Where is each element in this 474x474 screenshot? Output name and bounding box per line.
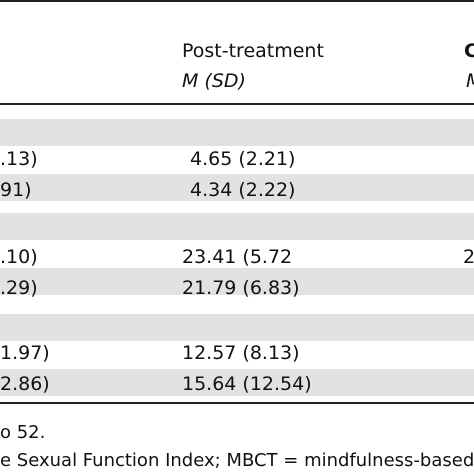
table-cell-left-fragment: .13) — [0, 148, 38, 170]
table-cell-right-fragment: 2 — [463, 246, 474, 268]
row-band — [0, 119, 474, 146]
row-band — [0, 268, 474, 295]
table-cell-post-treatment: 23.41 (5.72 — [182, 246, 293, 268]
table-cell-post-treatment: 4.65 (2.21) — [190, 148, 296, 170]
table-bottom-rule — [0, 402, 474, 404]
table-cell-post-treatment: 21.79 (6.83) — [182, 277, 300, 299]
table-cell-left-fragment: .10) — [0, 246, 38, 268]
row-band — [0, 213, 474, 240]
column-header-post-treatment: Post-treatment — [182, 40, 324, 62]
table-cell-left-fragment: 91) — [0, 179, 32, 201]
table-cell-left-fragment: .29) — [0, 277, 38, 299]
table-top-rule — [0, 0, 474, 2]
header-bottom-rule — [0, 103, 474, 105]
column-stat-partial-next: M — [466, 70, 474, 92]
table-cell-left-fragment: 1.97) — [0, 342, 50, 364]
table-cell-post-treatment: 15.64 (12.54) — [182, 373, 312, 395]
row-band — [0, 314, 474, 341]
column-header-stat-label: M (SD) — [182, 70, 246, 92]
table-cell-post-treatment: 4.34 (2.22) — [190, 179, 296, 201]
table-footnote-line: o 52. — [0, 422, 46, 443]
row-band — [0, 174, 474, 201]
table-cell-post-treatment: 12.57 (8.13) — [182, 342, 300, 364]
table-cell-left-fragment: 2.86) — [0, 373, 50, 395]
row-band — [0, 369, 474, 396]
table-footnote-line: e Sexual Function Index; MBCT = mindfuln… — [0, 450, 474, 471]
column-header-partial-next: C — [464, 40, 474, 62]
